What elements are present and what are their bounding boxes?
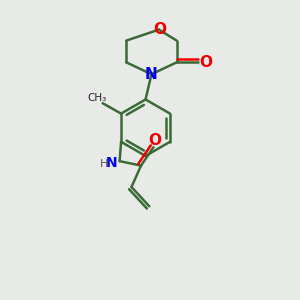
Text: O: O [153, 22, 166, 37]
Text: N: N [145, 67, 157, 82]
Text: H: H [100, 158, 108, 169]
Text: CH₃: CH₃ [88, 93, 107, 103]
Text: N: N [106, 156, 117, 170]
Text: O: O [148, 133, 161, 148]
Text: O: O [199, 55, 212, 70]
